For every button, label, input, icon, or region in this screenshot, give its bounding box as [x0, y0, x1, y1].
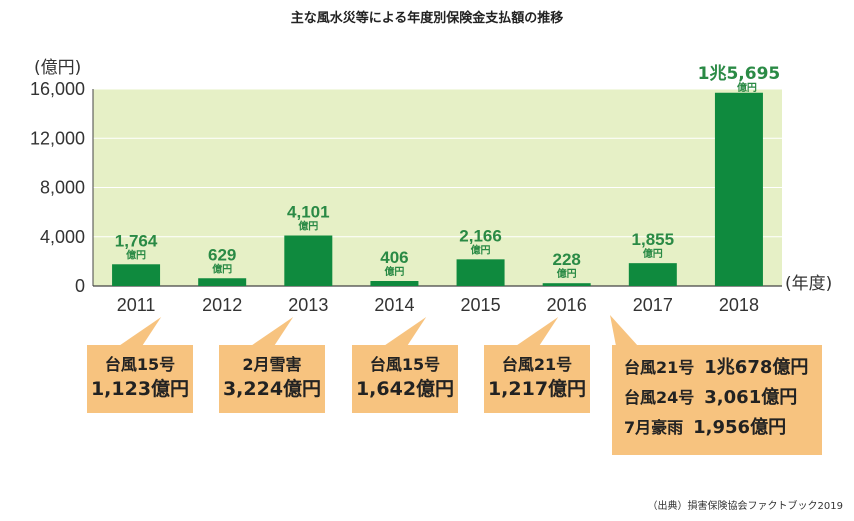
- data-label-2013: 4,101: [287, 203, 330, 222]
- data-label-2015: 2,166: [459, 226, 502, 245]
- callout-amount: 1,642億円: [355, 378, 455, 400]
- y-tick-label: 4,000: [40, 227, 85, 247]
- bar-2014: [370, 281, 419, 286]
- callout-event: 台風15号: [104, 355, 176, 374]
- data-label-unit: 億円: [212, 262, 232, 275]
- data-label-unit: 億円: [471, 243, 491, 256]
- callout-amount: 1兆678億円: [704, 357, 809, 378]
- bar-2018: [714, 92, 763, 286]
- bar-2012: [198, 278, 247, 286]
- data-label-2012: 629: [208, 245, 236, 264]
- callout-item: 台風24号 3,061億円: [624, 383, 810, 413]
- callout-event: 台風21号: [501, 355, 573, 374]
- data-label-2018: 1兆5,695: [698, 64, 781, 84]
- x-tick-label: 2018: [719, 295, 759, 315]
- data-label-2014: 406: [380, 248, 408, 267]
- data-label-2011: 1,764: [115, 231, 158, 250]
- data-label-unit: 億円: [737, 81, 757, 94]
- callout-2013: 2月雪害 3,224億円: [219, 345, 325, 413]
- bar-2011: [112, 264, 161, 286]
- callout-item: 7月豪雨 1,956億円: [624, 413, 810, 443]
- bar-2015: [456, 259, 505, 286]
- callout-pointer: [610, 315, 638, 346]
- callout-event: 7月豪雨: [624, 418, 684, 437]
- y-tick-label: 16,000: [30, 79, 85, 99]
- x-tick-label: 2013: [288, 295, 328, 315]
- data-label-2017: 1,855: [632, 230, 675, 249]
- x-tick-label: 2014: [374, 295, 414, 315]
- y-axis-label: (億円): [34, 58, 81, 78]
- x-axis-label: (年度): [785, 274, 832, 294]
- y-tick-label: 0: [75, 276, 85, 296]
- bar-2013: [284, 235, 333, 286]
- callout-event: 台風15号: [369, 355, 441, 374]
- callout-amount: 1,123億円: [90, 378, 190, 400]
- callout-amount: 1,956億円: [693, 417, 787, 438]
- data-label-2016: 228: [553, 250, 581, 269]
- x-tick-label: 2017: [633, 295, 673, 315]
- callout-2017: 台風21号 1,217億円: [484, 345, 590, 413]
- data-label-unit: 億円: [298, 220, 318, 233]
- callout-pointer: [250, 317, 294, 346]
- callout-event: 台風24号: [624, 388, 695, 407]
- data-label-unit: 億円: [384, 265, 404, 278]
- chart-title: 主な風水災等による年度別保険金支払額の推移: [291, 10, 564, 26]
- callout-2018: 台風21号 1兆678億円 台風24号 3,061億円 7月豪雨 1,956億円: [612, 345, 822, 455]
- x-tick-label: 2012: [202, 295, 242, 315]
- callout-event: 台風21号: [624, 358, 695, 377]
- bars: [112, 92, 763, 286]
- callout-amount: 3,061億円: [704, 387, 798, 408]
- x-axis: 2011 2012 2013 2014 2015 2016 2017 2018: [117, 295, 759, 315]
- callout-amount: 1,217億円: [487, 378, 587, 400]
- data-label-unit: 億円: [643, 247, 663, 260]
- x-tick-label: 2011: [117, 295, 156, 315]
- callout-2015: 台風15号 1,642億円: [352, 345, 458, 413]
- y-axis: 0 4,000 8,000 12,000 16,000: [30, 79, 85, 296]
- data-label-unit: 億円: [126, 248, 146, 261]
- data-label-unit: 億円: [557, 267, 577, 280]
- callout-item: 台風21号 1兆678億円: [624, 353, 810, 383]
- source-note: （出典）損害保険協会ファクトブック2019: [648, 499, 843, 512]
- callout-event: 2月雪害: [242, 355, 302, 374]
- x-tick-label: 2016: [547, 295, 587, 315]
- callout-amount: 3,224億円: [222, 378, 322, 400]
- callout-pointers: [118, 315, 638, 346]
- bar-2017: [628, 263, 677, 286]
- callout-pointer: [118, 317, 162, 346]
- x-tick-label: 2015: [461, 295, 501, 315]
- callout-pointer: [383, 317, 427, 346]
- y-tick-label: 12,000: [30, 128, 85, 148]
- y-tick-label: 8,000: [40, 178, 85, 198]
- callout-pointer: [515, 317, 559, 346]
- callout-2011: 台風15号 1,123億円: [87, 345, 193, 413]
- bar-2016: [542, 283, 591, 286]
